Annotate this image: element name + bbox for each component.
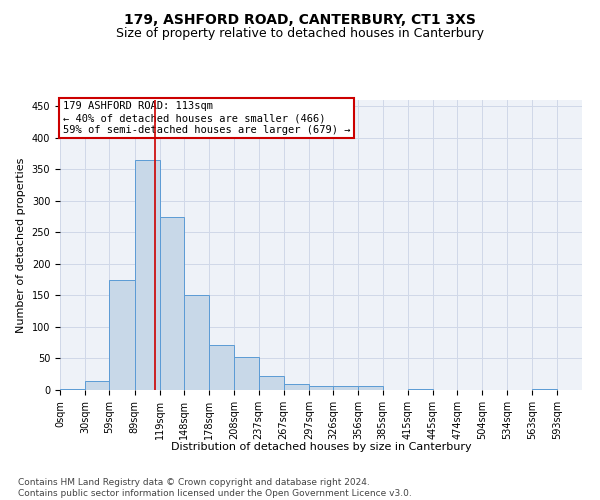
Bar bbox=[408, 388, 433, 390]
Text: Distribution of detached houses by size in Canterbury: Distribution of detached houses by size … bbox=[170, 442, 472, 452]
Bar bbox=[85, 380, 109, 390]
Text: Size of property relative to detached houses in Canterbury: Size of property relative to detached ho… bbox=[116, 28, 484, 40]
Bar bbox=[184, 296, 209, 390]
Y-axis label: Number of detached properties: Number of detached properties bbox=[16, 158, 26, 332]
Bar bbox=[532, 388, 557, 390]
Bar bbox=[209, 344, 234, 390]
Text: Contains HM Land Registry data © Crown copyright and database right 2024.
Contai: Contains HM Land Registry data © Crown c… bbox=[18, 478, 412, 498]
Text: 179 ASHFORD ROAD: 113sqm
← 40% of detached houses are smaller (466)
59% of semi-: 179 ASHFORD ROAD: 113sqm ← 40% of detach… bbox=[62, 102, 350, 134]
Bar bbox=[309, 386, 333, 390]
Bar bbox=[284, 384, 309, 390]
Bar bbox=[259, 376, 284, 390]
Bar bbox=[134, 160, 160, 390]
Text: 179, ASHFORD ROAD, CANTERBURY, CT1 3XS: 179, ASHFORD ROAD, CANTERBURY, CT1 3XS bbox=[124, 12, 476, 26]
Bar bbox=[234, 356, 259, 390]
Bar bbox=[109, 280, 134, 390]
Bar bbox=[358, 386, 383, 390]
Bar bbox=[160, 216, 184, 390]
Bar bbox=[333, 386, 358, 390]
Bar bbox=[60, 388, 85, 390]
